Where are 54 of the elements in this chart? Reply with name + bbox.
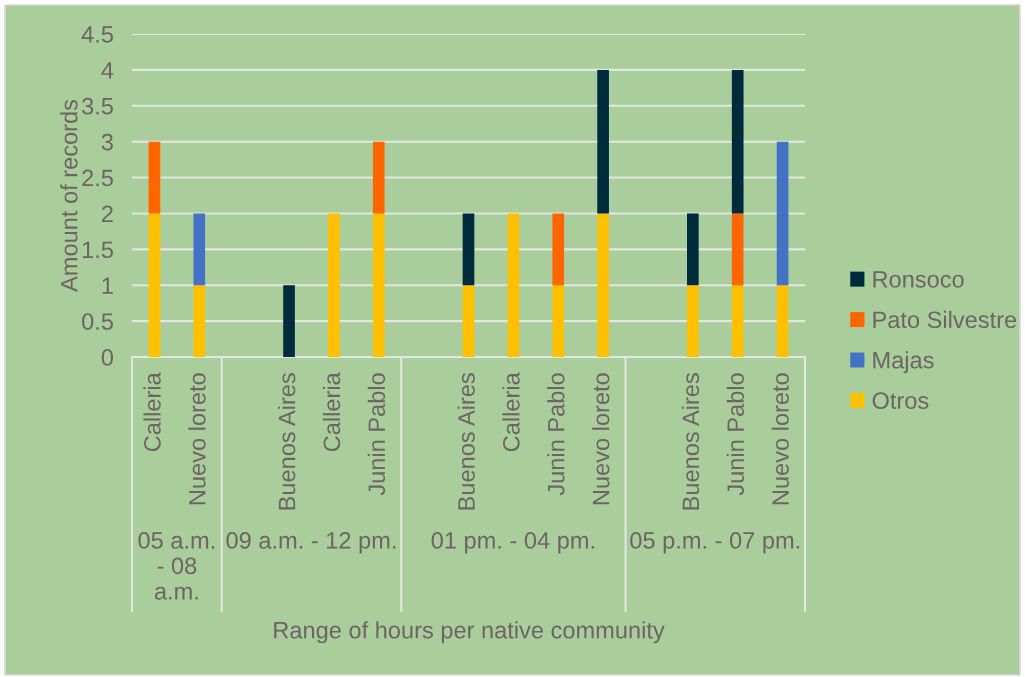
x-tick-label: Junin Pablo — [547, 373, 565, 496]
y-tick-label: 4.5 — [81, 26, 113, 43]
bar — [731, 69, 744, 214]
y-tick-label: 4 — [101, 62, 114, 79]
bar — [328, 213, 340, 357]
bar — [193, 213, 206, 286]
bar — [507, 213, 520, 357]
x-tick-label: Nuevo loreto — [188, 373, 206, 505]
bar — [462, 285, 475, 357]
legend-label: Otros — [872, 392, 929, 409]
bar — [372, 213, 385, 357]
x-tick-label: Calleria — [322, 372, 341, 452]
bar — [731, 285, 744, 357]
x-tick-label: Buenos Aires — [457, 373, 475, 510]
x-tick-label: Calleria — [143, 372, 161, 452]
text: 05 p.m. - 07 pm. — [630, 532, 800, 554]
bar — [776, 285, 789, 357]
y-tick-label: 2.5 — [82, 169, 113, 187]
y-tick-label: 1 — [102, 277, 113, 294]
text: 01 pm. - 04 pm. — [431, 532, 594, 554]
bar — [597, 213, 609, 357]
bar — [731, 213, 744, 286]
bar — [193, 285, 206, 357]
bar — [283, 285, 295, 357]
x-tick-label: Nuevo loreto — [592, 373, 610, 505]
y-tick-label: 1.5 — [82, 241, 113, 259]
y-tick-label: 3.5 — [82, 97, 113, 115]
bar — [687, 213, 699, 286]
y-tick-label: 2 — [102, 205, 113, 222]
y-tick-label: 3 — [101, 133, 113, 151]
bar — [552, 285, 565, 357]
bar — [148, 213, 161, 357]
bar — [462, 213, 475, 286]
legend-label: Majas — [873, 351, 934, 374]
x-axis-title: Range of hours per native community — [274, 621, 665, 644]
text: 09 a.m. - 12 pm. — [226, 532, 396, 554]
text: 05 a.m. - 08 a.m. — [138, 532, 215, 600]
bar — [372, 141, 385, 214]
bar — [552, 213, 565, 286]
x-tick-label: Buenos Aires — [681, 373, 700, 510]
x-tick-label: Buenos Aires — [278, 373, 296, 510]
y-axis-title: Amount of records — [60, 99, 78, 292]
x-tick-label: Junin Pablo — [367, 373, 386, 496]
y-tick-label: 0.5 — [82, 313, 113, 330]
bar — [776, 141, 789, 286]
x-tick-label: Junin Pablo — [726, 373, 745, 496]
y-tick-label: 0 — [101, 349, 114, 366]
x-tick-label: Nuevo loreto — [771, 373, 789, 505]
bar — [687, 285, 699, 357]
legend-label: Ronsoco — [873, 271, 964, 288]
legend-label: Pato Silvestre — [873, 310, 1017, 329]
bar — [597, 69, 609, 214]
x-tick-label: Calleria — [502, 372, 520, 452]
bar — [148, 141, 161, 214]
